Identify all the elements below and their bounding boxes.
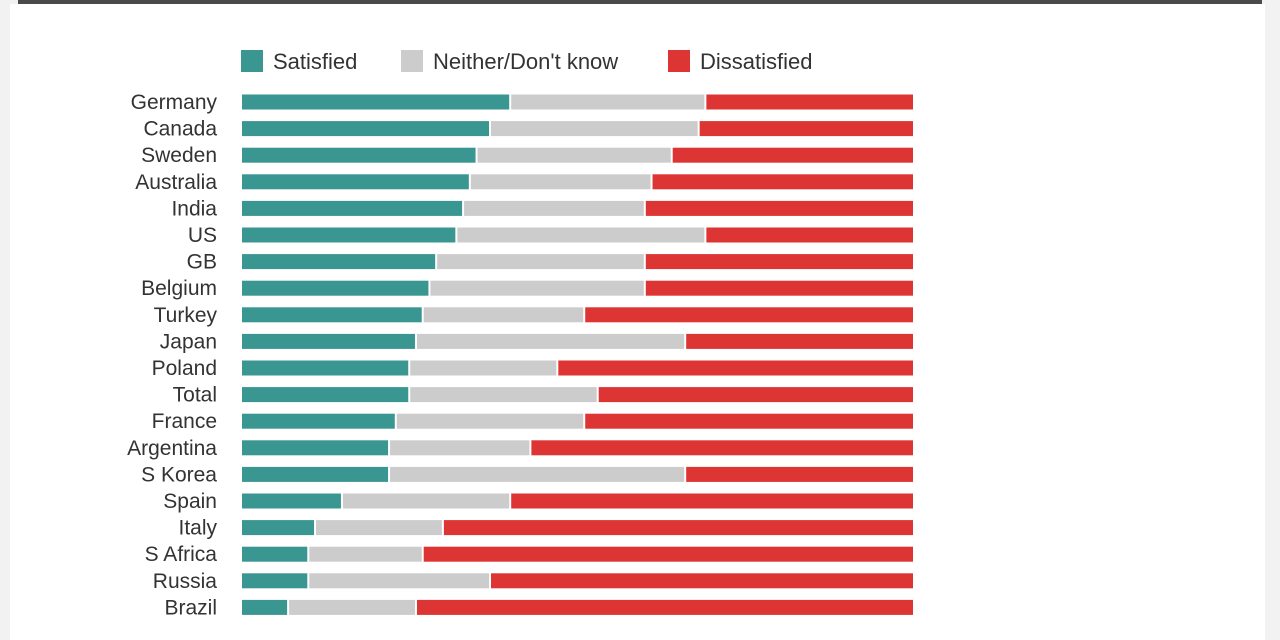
bar-us-neither-don-t-know xyxy=(457,227,705,243)
category-label-germany: Germany xyxy=(131,91,218,114)
bar-belgium-neither-don-t-know xyxy=(430,280,644,296)
category-label-russia: Russia xyxy=(153,570,218,593)
bar-belgium-dissatisfied xyxy=(645,280,913,296)
bar-russia-dissatisfied xyxy=(491,573,913,589)
bar-brazil-satisfied xyxy=(242,599,288,615)
bar-s-korea-satisfied xyxy=(242,466,389,482)
bar-germany-satisfied xyxy=(242,94,510,110)
bar-s-africa-neither-don-t-know xyxy=(309,546,422,562)
legend-swatch-dissatisfied xyxy=(668,50,690,72)
bar-russia-satisfied xyxy=(242,573,308,589)
category-labels: Germany Canada Sweden Australia India US GB Bel… xyxy=(127,91,217,619)
category-label-australia: Australia xyxy=(135,171,217,194)
category-label-us: US xyxy=(188,224,217,247)
category-label-total: Total xyxy=(173,384,217,407)
category-label-india: India xyxy=(171,197,217,220)
bar-total-dissatisfied xyxy=(598,387,913,403)
bar-australia-satisfied xyxy=(242,174,469,190)
bar-australia-dissatisfied xyxy=(652,174,913,190)
legend-label-neither-don-t-know: Neither/Don't know xyxy=(433,49,618,74)
bar-italy-neither-don-t-know xyxy=(316,520,442,536)
bar-germany-dissatisfied xyxy=(706,94,913,110)
legend-label-dissatisfied: Dissatisfied xyxy=(700,49,812,74)
category-label-s-korea: S Korea xyxy=(141,463,217,486)
bar-india-satisfied xyxy=(242,200,463,216)
bar-argentina-neither-don-t-know xyxy=(390,440,530,456)
category-label-spain: Spain xyxy=(163,490,217,513)
bar-france-neither-don-t-know xyxy=(396,413,584,429)
bar-turkey-neither-don-t-know xyxy=(423,307,584,323)
bar-france-dissatisfied xyxy=(585,413,913,429)
category-label-italy: Italy xyxy=(178,517,217,540)
bar-spain-neither-don-t-know xyxy=(342,493,510,509)
category-label-poland: Poland xyxy=(152,357,217,380)
bar-australia-neither-don-t-know xyxy=(470,174,651,190)
bar-argentina-satisfied xyxy=(242,440,389,456)
bar-turkey-dissatisfied xyxy=(585,307,913,323)
category-label-brazil: Brazil xyxy=(164,596,217,619)
bar-turkey-satisfied xyxy=(242,307,422,323)
top-rule xyxy=(18,0,1262,4)
bar-canada-neither-don-t-know xyxy=(491,121,698,137)
category-label-france: France xyxy=(152,410,217,433)
bar-total-satisfied xyxy=(242,387,409,403)
category-label-belgium: Belgium xyxy=(141,277,217,300)
category-label-turkey: Turkey xyxy=(154,304,218,327)
legend-label-satisfied: Satisfied xyxy=(273,49,357,74)
bar-france-satisfied xyxy=(242,413,395,429)
category-label-argentina: Argentina xyxy=(127,437,217,460)
bar-canada-satisfied xyxy=(242,121,490,137)
legend: Satisfied Neither/Don't know Dissatisfied xyxy=(241,49,812,74)
bar-canada-dissatisfied xyxy=(699,121,913,137)
bar-japan-neither-don-t-know xyxy=(416,333,685,349)
bar-italy-dissatisfied xyxy=(443,520,913,536)
bar-spain-satisfied xyxy=(242,493,341,509)
bar-gb-neither-don-t-know xyxy=(437,254,644,270)
bar-russia-neither-don-t-know xyxy=(309,573,490,589)
bar-sweden-satisfied xyxy=(242,147,476,163)
bar-japan-satisfied xyxy=(242,333,415,349)
bar-japan-dissatisfied xyxy=(686,333,913,349)
legend-swatch-satisfied xyxy=(241,50,263,72)
bar-poland-dissatisfied xyxy=(558,360,913,376)
category-label-s-africa: S Africa xyxy=(145,543,218,566)
bar-belgium-satisfied xyxy=(242,280,429,296)
bar-spain-dissatisfied xyxy=(511,493,913,509)
bar-total-neither-don-t-know xyxy=(410,387,597,403)
bar-germany-neither-don-t-know xyxy=(511,94,705,110)
bar-italy-satisfied xyxy=(242,520,315,536)
bar-gb-dissatisfied xyxy=(645,254,913,270)
bar-s-korea-neither-don-t-know xyxy=(390,466,685,482)
bar-india-neither-don-t-know xyxy=(464,200,644,216)
legend-swatch-neither-don-t-know xyxy=(401,50,423,72)
bar-us-dissatisfied xyxy=(706,227,913,243)
bar-brazil-dissatisfied xyxy=(416,599,913,615)
bars xyxy=(242,94,913,615)
bar-s-africa-satisfied xyxy=(242,546,308,562)
bar-gb-satisfied xyxy=(242,254,436,270)
bar-poland-satisfied xyxy=(242,360,409,376)
category-label-canada: Canada xyxy=(143,118,217,141)
bar-s-korea-dissatisfied xyxy=(686,466,913,482)
bar-sweden-neither-don-t-know xyxy=(477,147,671,163)
bar-sweden-dissatisfied xyxy=(672,147,913,163)
bar-india-dissatisfied xyxy=(645,200,913,216)
bar-argentina-dissatisfied xyxy=(531,440,913,456)
category-label-japan: Japan xyxy=(160,330,217,353)
bar-poland-neither-don-t-know xyxy=(410,360,557,376)
category-label-sweden: Sweden xyxy=(141,144,217,167)
category-label-gb: GB xyxy=(187,251,217,274)
bar-us-satisfied xyxy=(242,227,456,243)
bar-brazil-neither-don-t-know xyxy=(289,599,415,615)
bar-s-africa-dissatisfied xyxy=(423,546,913,562)
